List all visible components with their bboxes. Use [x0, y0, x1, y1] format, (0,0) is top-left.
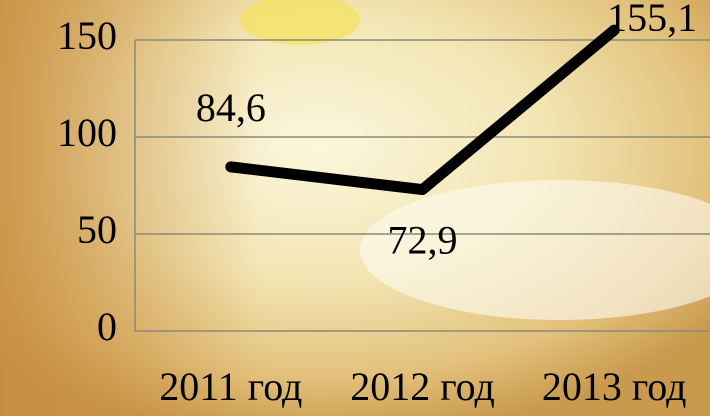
background-highlight [360, 180, 710, 320]
background-shade [0, 0, 260, 416]
x-tick-label: 2013 год [542, 364, 687, 409]
y-tick-label: 150 [57, 13, 117, 58]
y-tick-label: 50 [77, 207, 117, 252]
data-label: 84,6 [196, 85, 266, 130]
data-label: 155,1 [607, 0, 697, 40]
x-tick-label: 2011 год [159, 364, 302, 409]
background-highlight [240, 0, 360, 45]
data-label: 72,9 [388, 218, 458, 263]
y-tick-label: 0 [97, 304, 117, 349]
x-tick-label: 2012 год [350, 364, 495, 409]
y-tick-label: 100 [57, 110, 117, 155]
line [225, 24, 620, 196]
plot: 0 50 100 150 2011 год 2012 год 2013 год 84,6 72,… [57, 0, 710, 409]
